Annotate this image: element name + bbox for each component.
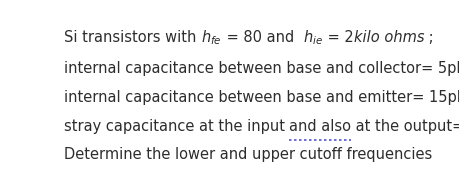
Text: internal capacitance between base and emitter= 15pF: internal capacitance between base and em… [64,90,459,105]
Text: ;: ; [424,30,434,45]
Text: kilo ohms: kilo ohms [354,30,424,45]
Text: at the output= 12 pF: at the output= 12 pF [352,119,459,134]
Text: = 80 and: = 80 and [222,30,303,45]
Text: stray capacitance at the input: stray capacitance at the input [64,119,290,134]
Text: and also: and also [290,119,352,134]
Text: $h_{ie}$: $h_{ie}$ [303,28,323,47]
Text: = 2: = 2 [323,30,354,45]
Text: Determine the lower and upper cutoff frequencies: Determine the lower and upper cutoff fre… [64,147,432,162]
Text: Si transistors with: Si transistors with [64,30,201,45]
Text: internal capacitance between base and collector= 5pF: internal capacitance between base and co… [64,61,459,76]
Text: $h_{fe}$: $h_{fe}$ [201,28,222,47]
